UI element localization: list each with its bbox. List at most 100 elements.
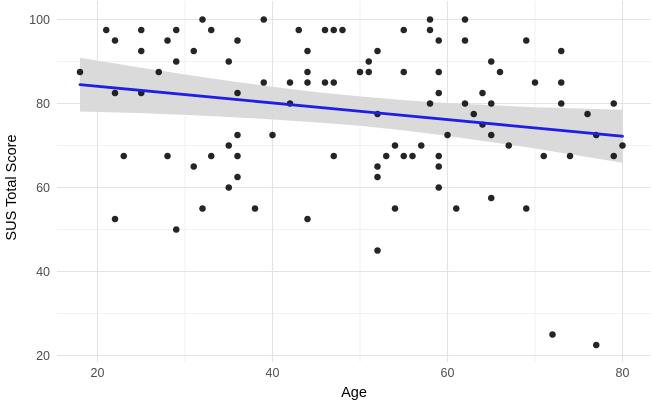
data-point bbox=[382, 152, 390, 160]
x-tick-label-20: 20 bbox=[91, 366, 105, 380]
data-point bbox=[260, 16, 268, 23]
y-tick-label-60: 60 bbox=[36, 181, 50, 195]
data-point bbox=[356, 68, 364, 76]
y-tick-label-80: 80 bbox=[36, 97, 50, 111]
data-point bbox=[234, 173, 241, 181]
data-point bbox=[435, 152, 443, 160]
data-point bbox=[557, 79, 565, 86]
data-point bbox=[76, 68, 84, 76]
data-point bbox=[295, 26, 303, 34]
data-point bbox=[251, 205, 259, 212]
data-point bbox=[234, 131, 241, 139]
data-point bbox=[330, 26, 338, 34]
data-point bbox=[426, 26, 434, 34]
data-point bbox=[172, 58, 180, 65]
data-point bbox=[111, 215, 119, 223]
data-point bbox=[417, 142, 425, 149]
data-point bbox=[522, 205, 530, 212]
data-point bbox=[374, 163, 381, 170]
data-point bbox=[234, 152, 241, 160]
data-point bbox=[452, 205, 460, 212]
data-point bbox=[505, 142, 513, 149]
data-point bbox=[304, 215, 311, 223]
regression-line bbox=[78, 83, 624, 138]
data-point bbox=[557, 47, 565, 55]
data-point bbox=[487, 58, 495, 65]
data-point bbox=[172, 226, 180, 233]
data-point bbox=[164, 37, 171, 44]
data-point bbox=[592, 341, 600, 349]
data-point bbox=[522, 37, 530, 44]
data-point bbox=[207, 26, 215, 34]
data-point bbox=[111, 37, 119, 44]
data-point bbox=[461, 37, 469, 44]
data-point bbox=[531, 79, 539, 86]
data-point bbox=[479, 89, 486, 97]
data-point bbox=[269, 131, 276, 139]
data-point bbox=[619, 142, 626, 149]
data-point bbox=[400, 26, 408, 34]
y-axis-title: SUS Total Score bbox=[4, 134, 20, 240]
data-point bbox=[321, 26, 329, 34]
data-point bbox=[330, 152, 338, 160]
data-point bbox=[137, 26, 145, 34]
data-point bbox=[321, 79, 329, 86]
data-point bbox=[435, 68, 443, 76]
data-point bbox=[225, 142, 233, 149]
data-point bbox=[435, 37, 443, 44]
data-point bbox=[584, 110, 591, 118]
y-tick-label-20: 20 bbox=[36, 349, 50, 363]
data-point bbox=[155, 68, 163, 76]
data-point bbox=[391, 205, 399, 212]
data-point bbox=[400, 68, 408, 76]
data-point bbox=[304, 47, 311, 55]
data-point bbox=[304, 79, 311, 86]
data-point bbox=[102, 26, 110, 34]
data-point bbox=[557, 100, 565, 107]
y-tick-label-100: 100 bbox=[29, 13, 50, 27]
x-tick-label-80: 80 bbox=[616, 366, 630, 380]
data-point bbox=[610, 152, 618, 160]
data-point bbox=[426, 16, 434, 23]
data-point bbox=[365, 58, 373, 65]
data-point bbox=[286, 79, 294, 86]
data-point bbox=[330, 79, 338, 86]
data-point bbox=[234, 37, 241, 44]
data-point bbox=[461, 100, 469, 107]
data-point bbox=[549, 331, 556, 338]
data-point bbox=[207, 152, 215, 160]
data-point bbox=[374, 47, 381, 55]
data-point bbox=[120, 152, 128, 160]
data-point bbox=[435, 163, 443, 170]
data-point bbox=[400, 152, 408, 160]
data-point bbox=[172, 26, 180, 34]
data-point bbox=[260, 79, 268, 86]
data-point bbox=[199, 16, 206, 23]
data-point bbox=[540, 152, 548, 160]
data-point bbox=[426, 100, 434, 107]
data-point bbox=[409, 152, 416, 160]
data-point bbox=[190, 47, 198, 55]
data-point bbox=[566, 152, 574, 160]
data-point bbox=[164, 152, 171, 160]
data-point bbox=[111, 89, 119, 97]
data-point bbox=[374, 247, 381, 254]
data-point bbox=[234, 89, 241, 97]
data-point bbox=[339, 26, 346, 34]
data-point bbox=[190, 163, 198, 170]
data-point bbox=[225, 184, 233, 191]
data-point bbox=[461, 16, 469, 23]
y-tick-label-40: 40 bbox=[36, 265, 50, 279]
data-point bbox=[444, 131, 451, 139]
data-point bbox=[391, 142, 399, 149]
data-point bbox=[374, 173, 381, 181]
data-point bbox=[470, 110, 478, 118]
x-axis-title: Age bbox=[341, 385, 367, 401]
data-point bbox=[435, 184, 443, 191]
x-tick-label-60: 60 bbox=[441, 366, 455, 380]
data-point bbox=[487, 194, 495, 202]
data-point bbox=[137, 47, 145, 55]
data-point bbox=[199, 205, 206, 212]
data-point bbox=[610, 100, 618, 107]
